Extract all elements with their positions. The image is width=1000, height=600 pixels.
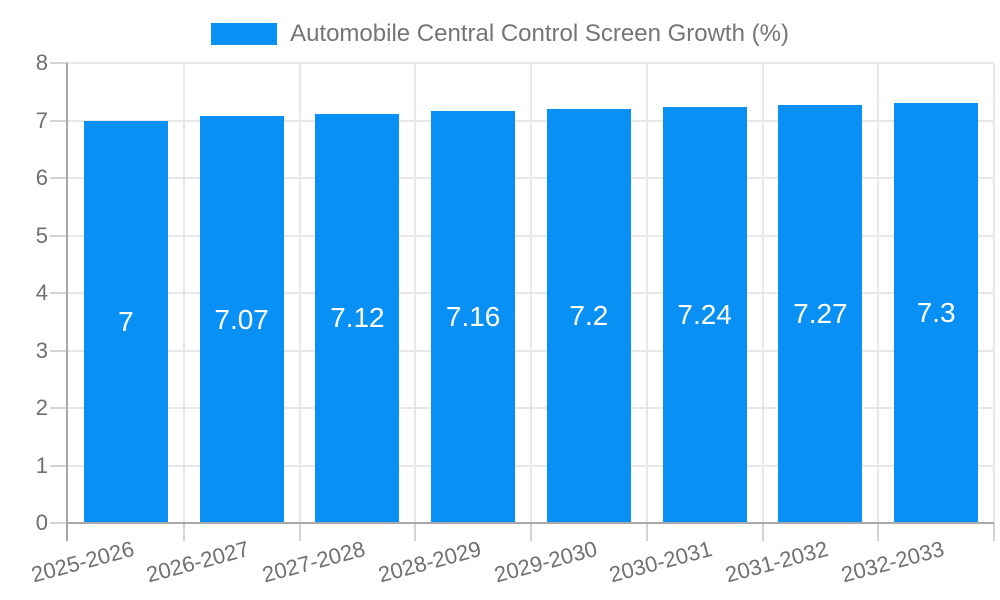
bar[interactable] bbox=[199, 116, 284, 523]
x-gridline bbox=[993, 63, 995, 523]
x-axis-tick bbox=[298, 523, 301, 541]
x-gridline bbox=[182, 63, 185, 523]
bar-value-label: 7.07 bbox=[214, 303, 269, 335]
y-axis-tick bbox=[50, 62, 68, 64]
y-axis-tick bbox=[50, 234, 68, 237]
bar[interactable] bbox=[83, 120, 168, 523]
x-gridline bbox=[414, 63, 417, 523]
x-gridline bbox=[877, 63, 880, 523]
y-axis-tick bbox=[50, 464, 68, 467]
x-tick-label: 2031-2032 bbox=[722, 536, 831, 588]
bar[interactable] bbox=[778, 104, 863, 523]
y-tick-label: 4 bbox=[35, 280, 48, 305]
x-tick-label: 2028-2029 bbox=[375, 536, 484, 588]
y-axis-tick bbox=[50, 349, 68, 352]
bar-value-label: 7.3 bbox=[916, 297, 956, 329]
x-gridline bbox=[298, 63, 301, 523]
y-axis-tick bbox=[50, 177, 68, 179]
bar-value-label: 7 bbox=[118, 305, 134, 337]
bar[interactable] bbox=[662, 106, 747, 523]
bar-value-label: 7.27 bbox=[793, 297, 848, 329]
x-tick-label: 2026-2027 bbox=[143, 536, 253, 588]
y-axis-tick bbox=[50, 522, 68, 524]
x-axis-tick bbox=[530, 523, 532, 541]
x-axis-tick bbox=[645, 523, 648, 541]
bar[interactable] bbox=[431, 111, 516, 523]
bar-value-label: 7.24 bbox=[677, 298, 732, 330]
x-axis-tick bbox=[414, 523, 417, 541]
x-axis-tick bbox=[182, 523, 185, 541]
x-axis-tick bbox=[993, 523, 995, 541]
legend-swatch bbox=[211, 23, 278, 45]
y-tick-label: 7 bbox=[35, 107, 48, 133]
x-gridline bbox=[761, 63, 764, 523]
bar-value-label: 7.12 bbox=[330, 302, 385, 334]
x-axis-line bbox=[68, 522, 994, 524]
y-axis-tick bbox=[50, 292, 68, 294]
bar-value-label: 7.16 bbox=[445, 301, 501, 333]
bar[interactable] bbox=[315, 113, 400, 523]
y-axis-tick bbox=[50, 119, 68, 122]
y-tick-label: 2 bbox=[35, 395, 48, 420]
x-gridline bbox=[645, 63, 648, 523]
y-axis-line bbox=[66, 63, 68, 541]
y-tick-label: 5 bbox=[35, 222, 48, 248]
legend-label: Automobile Central Control Screen Growth… bbox=[290, 20, 789, 47]
x-axis-tick bbox=[761, 523, 764, 541]
x-tick-label: 2025-2026 bbox=[28, 536, 137, 588]
y-tick-label: 8 bbox=[35, 50, 48, 75]
x-tick-label: 2032-2033 bbox=[838, 536, 947, 588]
bar[interactable] bbox=[546, 109, 631, 523]
x-tick-label: 2027-2028 bbox=[259, 536, 368, 588]
bar[interactable] bbox=[894, 103, 979, 523]
legend[interactable]: Automobile Central Control Screen Growth… bbox=[0, 20, 1000, 48]
y-tick-label: 6 bbox=[35, 165, 48, 190]
x-gridline bbox=[530, 63, 532, 523]
y-tick-label: 1 bbox=[35, 452, 48, 478]
x-tick-label: 2029-2030 bbox=[491, 536, 600, 588]
x-axis-tick bbox=[877, 523, 880, 541]
y-tick-label: 0 bbox=[35, 510, 48, 535]
y-tick-label: 3 bbox=[35, 337, 48, 363]
x-tick-label: 2030-2031 bbox=[606, 536, 716, 588]
bar-value-label: 7.2 bbox=[569, 300, 609, 331]
y-axis-tick bbox=[50, 407, 68, 409]
